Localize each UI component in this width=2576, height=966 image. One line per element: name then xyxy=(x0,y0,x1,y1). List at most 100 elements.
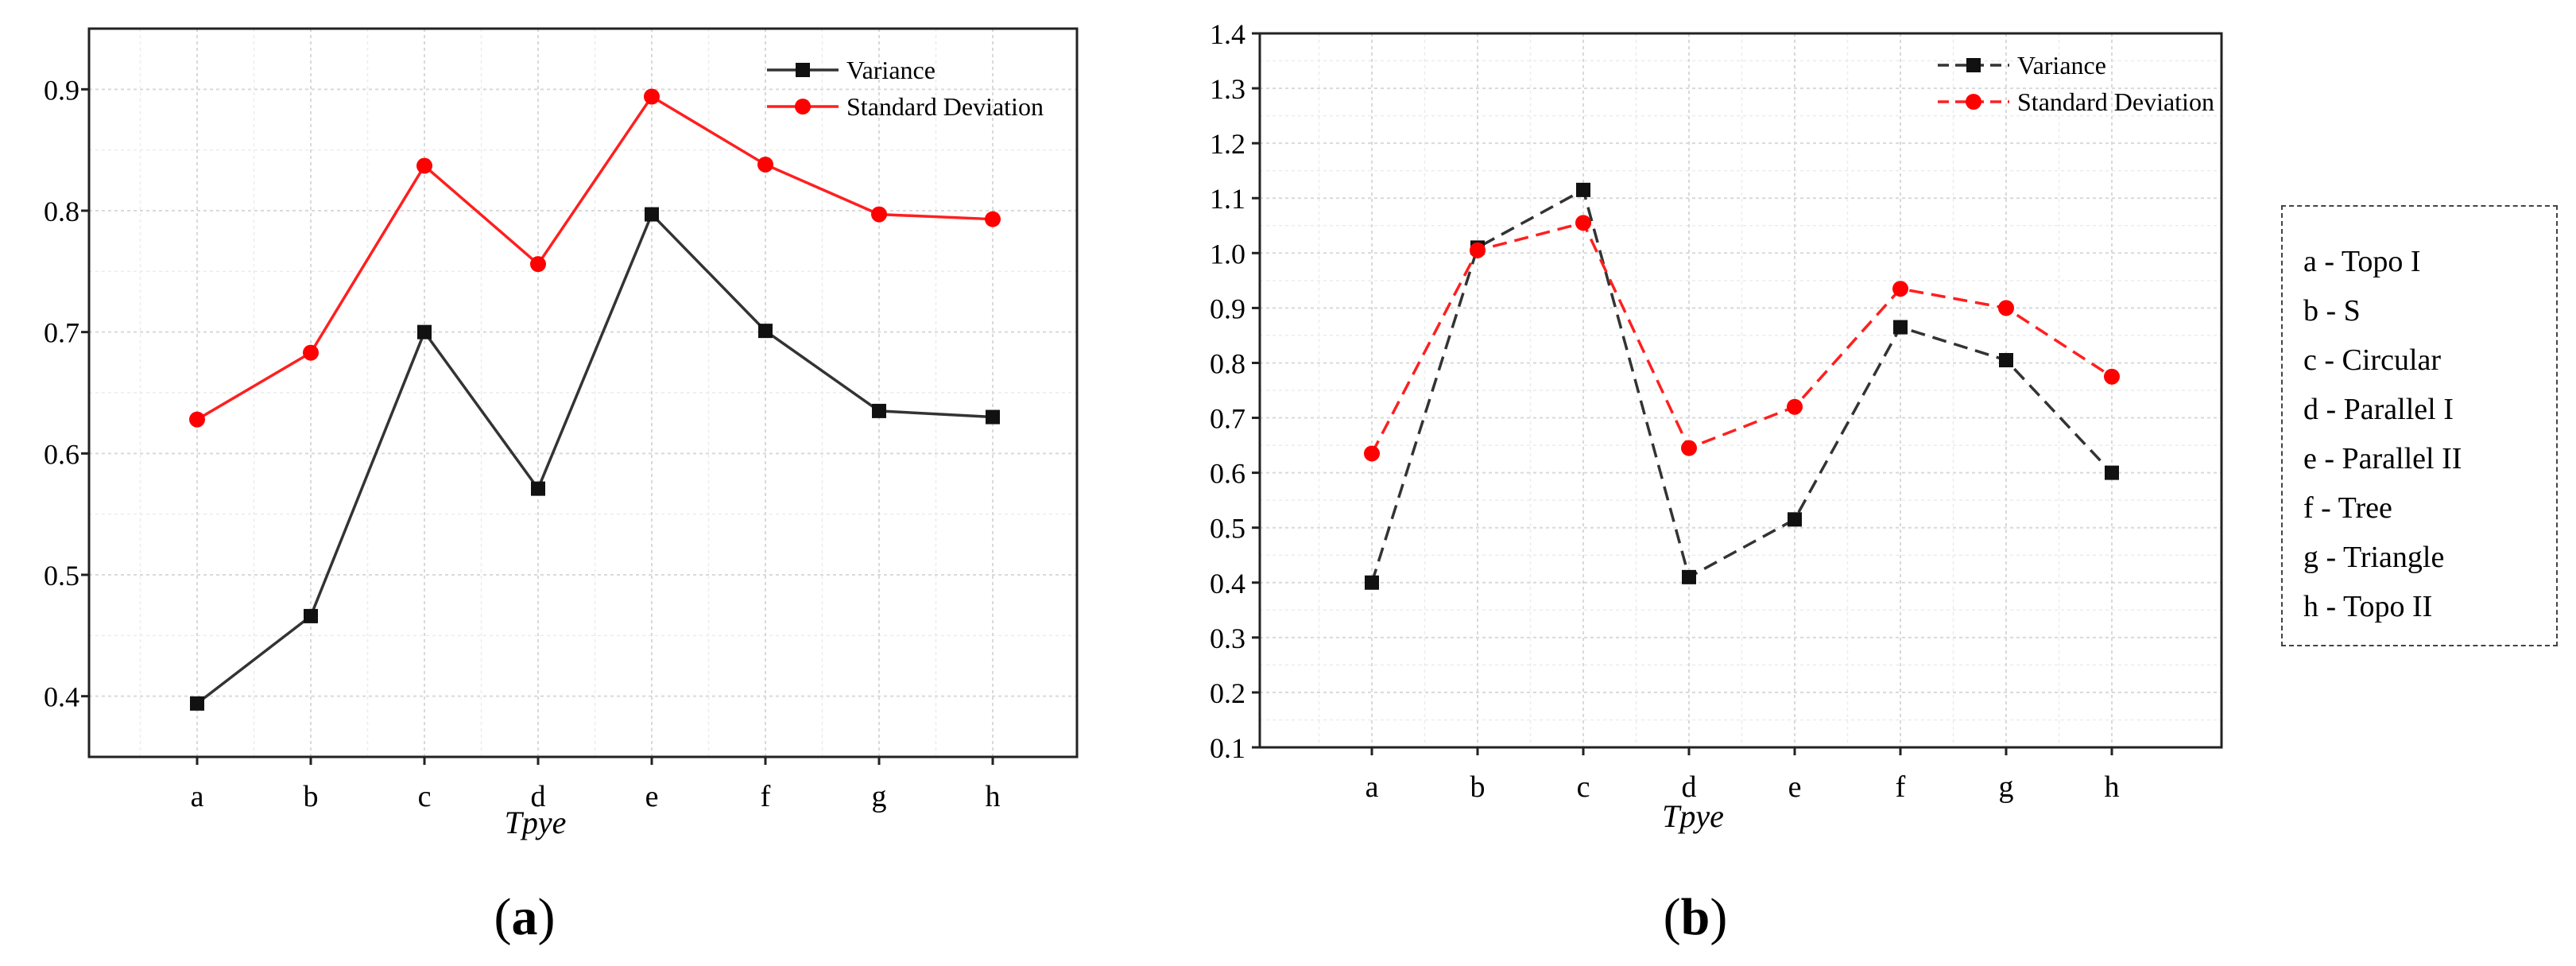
chart-panel-b: 0.1 0.2 0.3 0.4 0.5 0.6 0.7 0.8 0.9 1.0 1.1 1.2 1.3 1… xyxy=(1210,18,2223,946)
type-legend-item: f - Tree xyxy=(2303,491,2392,525)
data-point-variance xyxy=(1893,320,1908,335)
type-legend-item: c - Circular xyxy=(2303,343,2442,377)
legend-marker xyxy=(1966,58,1981,72)
x-tick-label: e xyxy=(1788,770,1802,804)
y-tick-label: 0.6 xyxy=(44,438,79,470)
y-tick-label: 0.9 xyxy=(1210,293,1245,324)
series-line-standard-deviation xyxy=(196,95,994,421)
x-tick-label: f xyxy=(1896,770,1906,804)
data-point-variance xyxy=(531,481,545,496)
y-tick-label: 0.3 xyxy=(1210,623,1245,654)
data-point-variance xyxy=(1788,512,1802,527)
y-tick-label: 0.6 xyxy=(1210,458,1245,490)
y-tick-label: 0.8 xyxy=(44,196,79,227)
x-tick-label: c xyxy=(418,780,432,813)
chart-panel-a: 0.40.50.60.70.80.9a b c d e f g hTpye(a)Varianc… xyxy=(44,27,1079,946)
type-legend-item: a - Topo I xyxy=(2303,245,2421,278)
y-tick-label: 0.4 xyxy=(1210,568,1245,599)
x-tick-label: c xyxy=(1577,770,1590,804)
type-legend-box: a - Topo I b - S c - Circular d - Parall… xyxy=(2281,205,2558,646)
plot-frame xyxy=(87,27,1079,758)
y-tick-label: 1.4 xyxy=(1210,18,1245,50)
x-tick-label: d xyxy=(1682,770,1697,804)
data-point-variance xyxy=(1999,353,2013,368)
data-point-standard-deviation xyxy=(985,211,1001,227)
data-point-variance xyxy=(417,324,432,339)
panel-label: (b) xyxy=(1664,888,1728,946)
type-legend-item: h - Topo II xyxy=(2303,590,2433,623)
x-tick-label: a xyxy=(1365,770,1379,804)
data-point-variance xyxy=(986,409,1000,425)
type-legend-item: e - Parallel II xyxy=(2303,442,2462,475)
data-point-variance xyxy=(1682,569,1696,584)
data-point-variance xyxy=(1365,575,1379,590)
type-legend-item: b - S xyxy=(2303,294,2361,328)
data-point-standard-deviation xyxy=(189,411,205,428)
y-tick-label: 1.0 xyxy=(1210,238,1245,270)
series-line-variance xyxy=(1370,188,2113,584)
y-tick-label: 0.5 xyxy=(44,560,79,592)
legend-marker xyxy=(795,99,811,114)
x-tick-label: b xyxy=(304,780,319,813)
data-point-variance xyxy=(190,696,204,711)
data-point-standard-deviation xyxy=(1681,440,1697,456)
panel-label: (a) xyxy=(494,888,556,946)
data-point-variance xyxy=(1576,182,1590,197)
series-line-variance xyxy=(196,211,994,705)
legend-marker xyxy=(1966,94,1981,110)
x-axis-label: Tpye xyxy=(1662,798,1724,834)
y-tick-label: 0.4 xyxy=(44,681,79,713)
x-tick-label: b xyxy=(1470,770,1486,804)
data-point-standard-deviation xyxy=(1575,215,1591,231)
x-tick-label: a xyxy=(191,780,204,813)
plot-frame xyxy=(1258,32,2223,749)
y-tick-label: 1.2 xyxy=(1210,128,1245,160)
data-point-standard-deviation xyxy=(1892,281,1908,297)
data-point-variance xyxy=(2105,465,2119,480)
data-point-variance xyxy=(304,608,318,623)
data-point-standard-deviation xyxy=(871,206,887,223)
panel-label-letter: a xyxy=(512,888,538,946)
legend-label: Variance xyxy=(2017,51,2106,80)
data-point-standard-deviation xyxy=(2104,368,2120,385)
y-tick-label: 0.1 xyxy=(1210,732,1245,764)
x-tick-label: h xyxy=(2105,770,2120,804)
x-tick-label: h xyxy=(986,780,1001,813)
data-point-variance xyxy=(758,324,773,339)
data-point-variance xyxy=(872,403,886,418)
type-legend-item: g - Triangle xyxy=(2303,541,2445,574)
y-tick-label: 0.5 xyxy=(1210,513,1245,545)
data-point-standard-deviation xyxy=(1364,445,1380,462)
legend-marker xyxy=(796,63,810,77)
x-axis-label: Tpye xyxy=(505,805,567,840)
panel-label-paren: ( xyxy=(1664,888,1681,946)
data-point-standard-deviation xyxy=(644,88,660,105)
x-tick-label: g xyxy=(872,780,887,813)
y-tick-label: 1.1 xyxy=(1210,183,1245,215)
panel-label-paren: ) xyxy=(538,888,556,946)
data-point-variance xyxy=(645,207,659,222)
x-tick-label: e xyxy=(645,780,659,813)
data-point-standard-deviation xyxy=(303,344,319,361)
legend-label: Standard Deviation xyxy=(846,92,1044,121)
type-legend-item: d - Parallel I xyxy=(2303,393,2454,426)
y-tick-label: 1.3 xyxy=(1210,73,1245,105)
y-tick-label: 0.7 xyxy=(1210,403,1245,435)
data-point-standard-deviation xyxy=(1998,300,2014,316)
data-point-standard-deviation xyxy=(1787,398,1803,415)
y-tick-label: 0.2 xyxy=(1210,677,1245,709)
data-point-standard-deviation xyxy=(416,157,432,174)
data-point-standard-deviation xyxy=(530,256,546,273)
x-tick-label: f xyxy=(761,780,771,813)
panel-label-paren: ) xyxy=(1710,888,1727,946)
legend-label: Variance xyxy=(846,56,935,84)
x-tick-label: d xyxy=(531,780,546,813)
panel-label-letter: b xyxy=(1681,888,1710,946)
y-tick-label: 0.8 xyxy=(1210,347,1245,379)
x-tick-label: g xyxy=(1999,770,2014,804)
data-point-standard-deviation xyxy=(757,156,773,173)
y-tick-label: 0.7 xyxy=(44,317,79,349)
panel-label-paren: ( xyxy=(494,888,512,946)
data-point-standard-deviation xyxy=(1470,242,1486,258)
